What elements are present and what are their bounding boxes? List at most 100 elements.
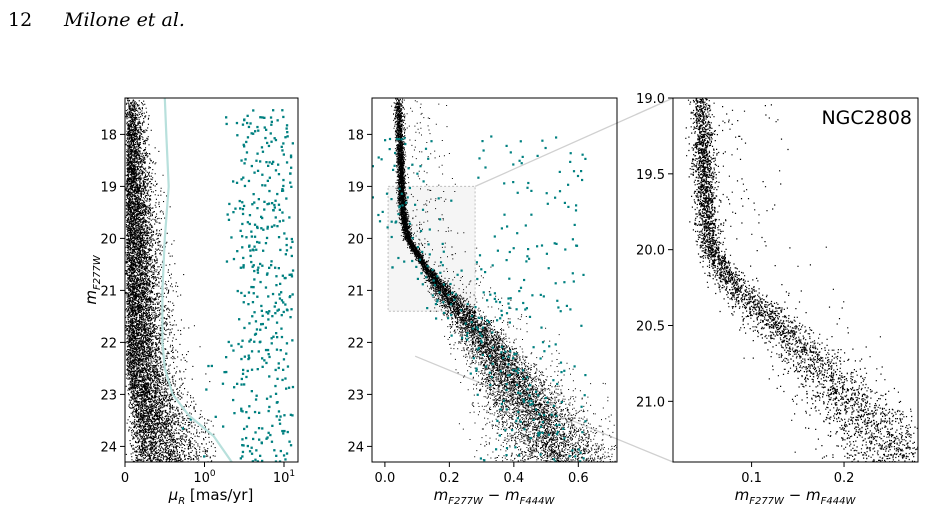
field-star — [247, 354, 250, 357]
y-tick-label: 22 — [100, 336, 117, 351]
field-star — [281, 189, 284, 192]
field-star — [253, 410, 257, 414]
field-star — [275, 332, 278, 335]
field-star — [289, 413, 292, 416]
field-star — [480, 317, 483, 320]
field-star — [500, 309, 503, 312]
field-star — [565, 304, 568, 307]
field-star — [522, 400, 525, 403]
field-star — [450, 199, 453, 202]
field-star — [251, 315, 254, 318]
field-star — [557, 306, 560, 309]
field-star — [253, 235, 257, 238]
field-star — [554, 282, 557, 285]
field-star — [243, 162, 246, 165]
field-star — [546, 202, 549, 205]
x-tick-label: 0.6 — [568, 471, 589, 486]
field-star — [281, 274, 284, 277]
field-star — [517, 391, 520, 394]
field-star — [230, 236, 233, 239]
field-star — [259, 328, 262, 331]
field-star — [270, 140, 273, 143]
field-star — [405, 201, 408, 204]
field-star — [481, 140, 484, 143]
field-star — [258, 411, 261, 414]
field-star — [527, 400, 530, 403]
field-star — [291, 385, 295, 389]
field-star — [431, 294, 434, 297]
field-star — [489, 384, 492, 387]
field-star — [277, 203, 281, 206]
field-star — [284, 276, 287, 280]
field-star — [493, 297, 496, 300]
field-star — [286, 365, 290, 368]
field-star — [242, 301, 245, 304]
field-star — [398, 206, 401, 209]
field-star — [528, 257, 531, 260]
field-star — [270, 440, 274, 443]
x-tick-label: 0.1 — [741, 471, 762, 486]
field-star — [291, 339, 294, 342]
x-tick-label: 100 — [193, 469, 216, 486]
field-star — [541, 139, 544, 142]
field-star — [384, 139, 387, 142]
field-star — [273, 449, 276, 452]
field-star — [279, 282, 282, 285]
field-star — [269, 116, 273, 119]
field-star — [483, 459, 486, 462]
field-star — [234, 207, 237, 210]
field-star — [476, 348, 479, 351]
y-tick-label: 20.5 — [636, 320, 665, 335]
field-star — [289, 154, 293, 157]
field-star — [397, 213, 400, 216]
field-star — [252, 109, 255, 112]
field-star — [289, 246, 293, 249]
field-star — [240, 383, 243, 386]
field-star — [539, 293, 542, 296]
field-star — [556, 299, 559, 302]
field-star — [531, 402, 534, 405]
field-star — [249, 338, 252, 341]
field-star — [239, 229, 242, 232]
field-star — [283, 429, 286, 433]
field-star — [285, 249, 289, 252]
field-star — [261, 216, 264, 220]
field-star — [225, 356, 228, 359]
field-star — [268, 310, 271, 313]
field-star — [407, 167, 410, 170]
field-star — [240, 407, 243, 410]
field-star — [225, 370, 228, 374]
field-star — [276, 401, 279, 404]
field-star — [275, 415, 278, 418]
field-star — [265, 311, 268, 314]
field-star — [572, 170, 576, 173]
cluster-stars — [391, 98, 617, 462]
field-star — [241, 450, 245, 454]
field-star — [252, 264, 255, 267]
field-star — [571, 449, 574, 452]
field-star — [534, 390, 538, 393]
field-star — [282, 142, 285, 145]
field-star — [250, 260, 253, 264]
field-star — [548, 345, 551, 348]
field-star — [545, 192, 548, 195]
field-star — [397, 138, 401, 141]
y-tick-label: 20 — [347, 232, 364, 247]
field-star — [273, 203, 276, 207]
field-star — [541, 421, 544, 424]
field-star — [377, 213, 380, 217]
field-star — [240, 178, 243, 181]
field-star — [509, 297, 512, 300]
field-star — [256, 152, 259, 155]
field-star — [266, 179, 269, 182]
field-star — [290, 308, 293, 311]
field-star — [285, 197, 288, 200]
field-star — [432, 279, 435, 282]
field-star — [390, 198, 393, 201]
field-star — [285, 161, 289, 164]
field-star — [544, 396, 547, 400]
field-star — [480, 268, 483, 271]
field-star — [495, 448, 498, 451]
field-star — [266, 141, 269, 145]
